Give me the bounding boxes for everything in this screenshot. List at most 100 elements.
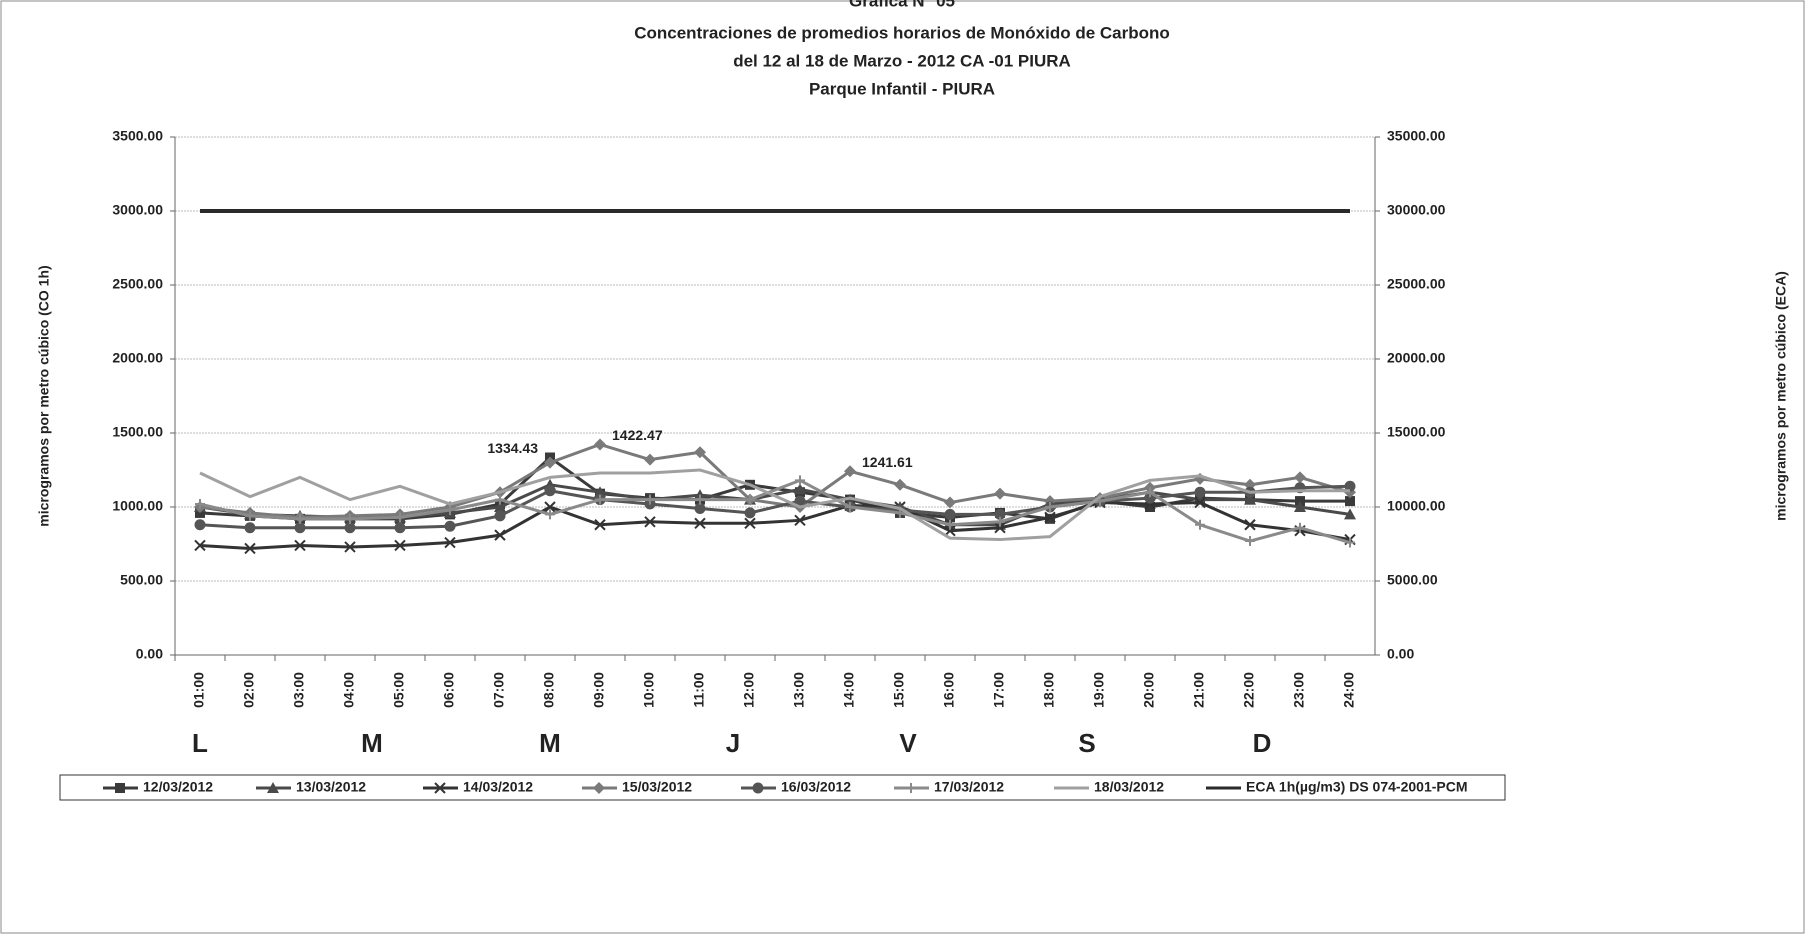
marker bbox=[752, 782, 764, 794]
marker bbox=[994, 522, 1006, 534]
marker bbox=[794, 483, 806, 495]
legend-label: 18/03/2012 bbox=[1094, 779, 1164, 795]
marker bbox=[394, 522, 406, 534]
x-tick-label: 24:00 bbox=[1341, 672, 1357, 708]
marker bbox=[245, 510, 255, 521]
series-line bbox=[199, 478, 1351, 544]
marker bbox=[795, 475, 805, 486]
marker bbox=[594, 486, 606, 498]
marker bbox=[1345, 496, 1355, 507]
marker bbox=[444, 536, 456, 549]
marker bbox=[744, 507, 756, 519]
marker bbox=[1145, 502, 1155, 512]
marker bbox=[745, 494, 755, 505]
x-tick-label: 08:00 bbox=[541, 672, 557, 708]
marker bbox=[595, 494, 605, 505]
marker bbox=[794, 514, 806, 527]
marker bbox=[594, 519, 606, 531]
marker bbox=[744, 517, 756, 529]
chart-subtitle: del 12 al 18 de Marzo - 2012 CA -01 PIUR… bbox=[733, 51, 1071, 70]
marker bbox=[844, 465, 856, 478]
marker bbox=[394, 539, 406, 552]
marker bbox=[894, 478, 906, 491]
marker bbox=[244, 542, 256, 555]
marker bbox=[1194, 496, 1206, 509]
marker bbox=[1295, 522, 1305, 533]
marker bbox=[195, 499, 205, 510]
marker bbox=[1045, 502, 1055, 512]
x-tick-label: 01:00 bbox=[191, 672, 207, 708]
x-tick-label: 04:00 bbox=[341, 672, 357, 708]
marker bbox=[344, 522, 356, 534]
marker bbox=[544, 501, 556, 513]
x-tick-label: 13:00 bbox=[791, 672, 807, 708]
x-tick-label: 09:00 bbox=[591, 672, 607, 708]
marker bbox=[294, 522, 306, 534]
x-tick-label: 16:00 bbox=[941, 672, 957, 708]
y2-tick-label: 25000.00 bbox=[1387, 276, 1446, 292]
y-tick-label: 3000.00 bbox=[112, 202, 163, 218]
marker bbox=[644, 516, 656, 528]
marker bbox=[694, 446, 706, 459]
marker bbox=[345, 513, 355, 524]
marker bbox=[845, 502, 855, 512]
marker bbox=[1294, 471, 1306, 484]
y-tick-label: 2500.00 bbox=[112, 276, 163, 292]
marker bbox=[1044, 511, 1056, 524]
marker bbox=[695, 494, 705, 505]
marker bbox=[494, 510, 506, 522]
marker bbox=[434, 782, 446, 794]
series-line bbox=[199, 442, 1351, 519]
marker bbox=[444, 520, 456, 532]
legend-label: 12/03/2012 bbox=[143, 779, 213, 795]
legend-box bbox=[59, 774, 1506, 801]
day-label: J bbox=[726, 728, 740, 758]
marker bbox=[945, 519, 955, 530]
x-tick-label: 06:00 bbox=[441, 672, 457, 708]
legend-label: 14/03/2012 bbox=[463, 779, 533, 795]
y2-tick-label: 10000.00 bbox=[1387, 498, 1446, 514]
marker bbox=[1345, 537, 1355, 548]
legend-label: 16/03/2012 bbox=[781, 779, 851, 795]
x-tick-label: 18:00 bbox=[1041, 672, 1057, 708]
marker bbox=[944, 508, 956, 520]
x-tick-label: 17:00 bbox=[991, 672, 1007, 708]
legend-label: 17/03/2012 bbox=[934, 779, 1004, 795]
y2-tick-label: 0.00 bbox=[1387, 646, 1414, 662]
chart-subtitle: Parque Infantil - PIURA bbox=[809, 79, 995, 98]
x-tick-label: 22:00 bbox=[1241, 672, 1257, 708]
marker bbox=[994, 487, 1006, 500]
y-axis-label: microgramos por metro cúbico (CO 1h) bbox=[36, 265, 52, 526]
marker bbox=[644, 453, 656, 466]
x-tick-label: 20:00 bbox=[1141, 672, 1157, 708]
marker bbox=[645, 494, 655, 505]
day-label: M bbox=[361, 728, 383, 758]
marker bbox=[1294, 501, 1306, 512]
x-tick-label: 15:00 bbox=[891, 672, 907, 708]
y-tick-label: 3500.00 bbox=[112, 128, 163, 144]
marker bbox=[944, 496, 956, 509]
y2-axis-label: microgramos por metro cúbico (ECA) bbox=[1773, 271, 1789, 521]
data-label: 1422.47 bbox=[612, 427, 663, 443]
y-tick-label: 1500.00 bbox=[112, 424, 163, 440]
day-label: S bbox=[1078, 728, 1095, 758]
marker bbox=[1344, 508, 1356, 520]
legend-label: ECA 1h(µg/m3) DS 074-2001-PCM bbox=[1246, 779, 1468, 795]
marker bbox=[1244, 519, 1256, 531]
marker bbox=[294, 539, 306, 552]
marker bbox=[194, 519, 206, 531]
marker bbox=[995, 516, 1005, 527]
marker bbox=[295, 513, 305, 524]
data-label: 1334.43 bbox=[487, 440, 538, 456]
marker bbox=[794, 495, 806, 507]
y2-tick-label: 5000.00 bbox=[1387, 572, 1438, 588]
day-label: V bbox=[899, 728, 917, 758]
marker bbox=[545, 509, 555, 520]
series-line bbox=[199, 501, 1351, 550]
marker bbox=[544, 485, 556, 497]
x-tick-label: 02:00 bbox=[241, 672, 257, 708]
y-tick-label: 2000.00 bbox=[112, 350, 163, 366]
legend-label: 13/03/2012 bbox=[296, 779, 366, 795]
marker bbox=[1244, 493, 1256, 505]
